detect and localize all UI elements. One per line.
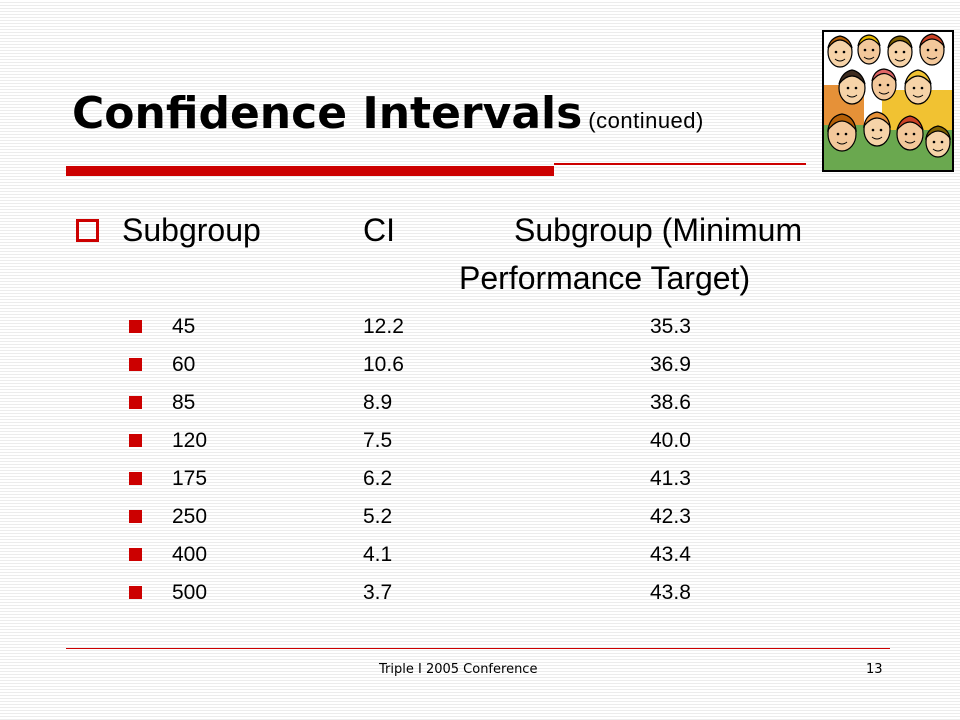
cell-ci: 5.2	[363, 505, 393, 528]
cell-target: 43.4	[650, 543, 691, 566]
cell-ci: 12.2	[363, 315, 404, 338]
filled-square-bullet-icon	[129, 510, 142, 523]
cell-ci: 10.6	[363, 353, 404, 376]
cell-target: 38.6	[650, 391, 691, 414]
cell-subgroup: 85	[172, 391, 196, 414]
group-of-people-clipart	[822, 30, 954, 172]
title-underline-thin	[554, 163, 806, 165]
cell-subgroup: 500	[172, 581, 208, 604]
column-header-target-line2: Performance Target)	[459, 260, 751, 296]
title-underline-thick	[66, 166, 554, 176]
column-header-subgroup: Subgroup	[122, 212, 261, 248]
cell-target: 36.9	[650, 353, 691, 376]
cell-target: 43.8	[650, 581, 691, 604]
slide-title: Confidence Intervals (continued)	[72, 92, 704, 136]
table-row: 45 12.2 35.3	[0, 312, 960, 342]
filled-square-bullet-icon	[129, 320, 142, 333]
hollow-square-bullet-icon	[76, 219, 99, 242]
cell-subgroup: 45	[172, 315, 196, 338]
table-row: 120 7.5 40.0	[0, 426, 960, 456]
table-row: 250 5.2 42.3	[0, 502, 960, 532]
footer-text: Triple I 2005 Conference	[379, 662, 538, 677]
page-number: 13	[866, 662, 883, 677]
cell-target: 41.3	[650, 467, 691, 490]
cell-target: 35.3	[650, 315, 691, 338]
cell-target: 40.0	[650, 429, 691, 452]
cell-target: 42.3	[650, 505, 691, 528]
table-row: 175 6.2 41.3	[0, 464, 960, 494]
table-row: 400 4.1 43.4	[0, 540, 960, 570]
table-row: 60 10.6 36.9	[0, 350, 960, 380]
filled-square-bullet-icon	[129, 586, 142, 599]
title-text: Confidence Intervals	[72, 88, 583, 139]
cell-ci: 8.9	[363, 391, 393, 414]
cell-subgroup: 400	[172, 543, 208, 566]
cell-ci: 4.1	[363, 543, 393, 566]
title-suffix: (continued)	[588, 108, 704, 133]
cell-subgroup: 120	[172, 429, 208, 452]
footer-divider	[66, 648, 890, 649]
filled-square-bullet-icon	[129, 396, 142, 409]
column-header-target-line1: Subgroup (Minimum	[514, 212, 803, 248]
table-row: 85 8.9 38.6	[0, 388, 960, 418]
cell-ci: 3.7	[363, 581, 393, 604]
filled-square-bullet-icon	[129, 434, 142, 447]
filled-square-bullet-icon	[129, 548, 142, 561]
cell-ci: 7.5	[363, 429, 393, 452]
filled-square-bullet-icon	[129, 358, 142, 371]
cell-subgroup: 250	[172, 505, 208, 528]
cell-subgroup: 175	[172, 467, 208, 490]
filled-square-bullet-icon	[129, 472, 142, 485]
column-header-ci: CI	[363, 212, 395, 248]
cell-subgroup: 60	[172, 353, 196, 376]
cell-ci: 6.2	[363, 467, 393, 490]
table-row: 500 3.7 43.8	[0, 578, 960, 608]
